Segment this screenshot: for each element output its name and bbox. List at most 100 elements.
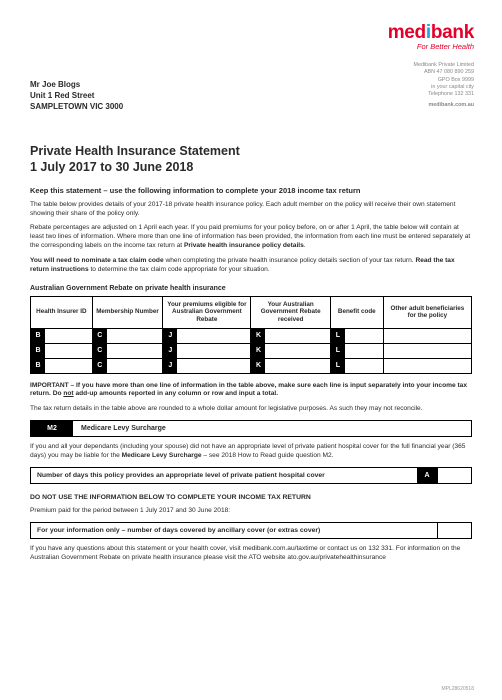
table-cell: C: [92, 328, 163, 343]
cell-value: [345, 359, 383, 373]
table-cell: L: [330, 343, 383, 358]
cell-value: [265, 329, 329, 343]
cell-tag: L: [331, 359, 345, 373]
table-header: Membership Number: [92, 296, 163, 328]
cell-value: [384, 359, 471, 373]
document-code: MPL28620518: [441, 686, 474, 692]
table-row: BCJKL: [31, 343, 472, 358]
cell-tag: B: [31, 329, 45, 343]
logo-part: bank: [431, 22, 474, 43]
table-header: Other adult beneficiaries for the policy: [383, 296, 471, 328]
cell-tag: C: [93, 329, 107, 343]
cell-value: [107, 359, 163, 373]
ancillary-days-row: For your information only – number of da…: [30, 522, 472, 539]
ancillary-days-value: [437, 523, 471, 538]
m2-label: Medicare Levy Surcharge: [73, 421, 471, 436]
intro-para-3: You will need to nominate a tax claim co…: [30, 257, 472, 275]
cell-value: [107, 329, 163, 343]
cell-tag: B: [31, 344, 45, 358]
cell-value: [107, 344, 163, 358]
m2-tag: M2: [31, 421, 73, 436]
important-note: IMPORTANT – If you have more than one li…: [30, 382, 472, 400]
cell-value: [45, 359, 92, 373]
cell-tag: K: [251, 329, 265, 343]
table-cell: C: [92, 343, 163, 358]
title-line2: 1 July 2017 to 30 June 2018: [30, 160, 472, 176]
company-info: Medibank Private Limited ABN 47 080 890 …: [413, 62, 474, 110]
table-header: Benefit code: [330, 296, 383, 328]
table-header: Your premiums eligible for Australian Go…: [163, 296, 251, 328]
cell-value: [345, 329, 383, 343]
cell-value: [265, 344, 329, 358]
company-po: GPO Box 9999: [413, 77, 474, 84]
table-cell: J: [163, 358, 251, 373]
cell-value: [177, 344, 250, 358]
hospital-days-tag: A: [417, 468, 437, 483]
addressee-name: Mr Joe Blogs: [30, 80, 472, 91]
ancillary-days-label: For your information only – number of da…: [31, 523, 437, 538]
cell-value: [45, 344, 92, 358]
rounding-note: The tax return details in the table abov…: [30, 405, 472, 414]
cell-tag: C: [93, 344, 107, 358]
keep-statement: Keep this statement – use the following …: [30, 186, 472, 195]
cell-tag: J: [163, 344, 177, 358]
cell-value: [384, 329, 471, 343]
company-city: in your capital city: [413, 84, 474, 91]
premium-para: Premium paid for the period between 1 Ju…: [30, 507, 472, 516]
cell-value: [384, 344, 471, 358]
do-not-use-heading: DO NOT USE THE INFORMATION BELOW TO COMP…: [30, 494, 472, 501]
brand-logo: medibank: [388, 22, 474, 44]
table-cell: J: [163, 343, 251, 358]
hospital-days-row: Number of days this policy provides an a…: [30, 467, 472, 484]
cell-tag: J: [163, 359, 177, 373]
title-line1: Private Health Insurance Statement: [30, 144, 472, 160]
cell-value: [45, 329, 92, 343]
table-row: BCJKL: [31, 358, 472, 373]
company-abn: ABN 47 080 890 259: [413, 69, 474, 76]
company-website: medibank.com.au: [413, 102, 474, 109]
footer-para: If you have any questions about this sta…: [30, 545, 472, 563]
intro-para-2: Rebate percentages are adjusted on 1 Apr…: [30, 224, 472, 251]
table-cell: J: [163, 328, 251, 343]
cell-tag: K: [251, 359, 265, 373]
cell-tag: L: [331, 344, 345, 358]
cell-value: [177, 359, 250, 373]
brand-logo-block: medibank For Better Health: [388, 22, 474, 51]
cell-value: [265, 359, 329, 373]
hospital-days-value: [437, 468, 471, 483]
cell-tag: B: [31, 359, 45, 373]
addressee-block: Mr Joe Blogs Unit 1 Red Street SAMPLETOW…: [30, 80, 472, 112]
rebate-table: Health Insurer IDMembership NumberYour p…: [30, 296, 472, 374]
intro-para-1: The table below provides details of your…: [30, 201, 472, 219]
table-cell: [383, 358, 471, 373]
cell-value: [177, 329, 250, 343]
table-cell: B: [31, 328, 93, 343]
medicare-levy-row: M2 Medicare Levy Surcharge: [30, 420, 472, 437]
cell-tag: K: [251, 344, 265, 358]
company-name: Medibank Private Limited: [413, 62, 474, 69]
cell-tag: J: [163, 329, 177, 343]
table-cell: K: [251, 328, 330, 343]
table-header: Health Insurer ID: [31, 296, 93, 328]
table-cell: L: [330, 328, 383, 343]
cell-tag: C: [93, 359, 107, 373]
page-title: Private Health Insurance Statement 1 Jul…: [30, 144, 472, 175]
table-row: BCJKL: [31, 328, 472, 343]
table-header: Your Australian Government Rebate receiv…: [251, 296, 330, 328]
table-cell: C: [92, 358, 163, 373]
levy-para: If you and all your dependants (includin…: [30, 443, 472, 461]
table-cell: K: [251, 358, 330, 373]
table-cell: [383, 343, 471, 358]
table-cell: L: [330, 358, 383, 373]
cell-value: [345, 344, 383, 358]
table-cell: B: [31, 358, 93, 373]
cell-tag: L: [331, 329, 345, 343]
company-phone: Telephone 132 331: [413, 91, 474, 98]
table-cell: [383, 328, 471, 343]
logo-part: med: [388, 22, 426, 43]
addressee-addr2: SAMPLETOWN VIC 3000: [30, 102, 472, 113]
table-heading: Australian Government Rebate on private …: [30, 285, 472, 292]
table-cell: K: [251, 343, 330, 358]
addressee-addr1: Unit 1 Red Street: [30, 91, 472, 102]
hospital-days-label: Number of days this policy provides an a…: [31, 468, 417, 483]
